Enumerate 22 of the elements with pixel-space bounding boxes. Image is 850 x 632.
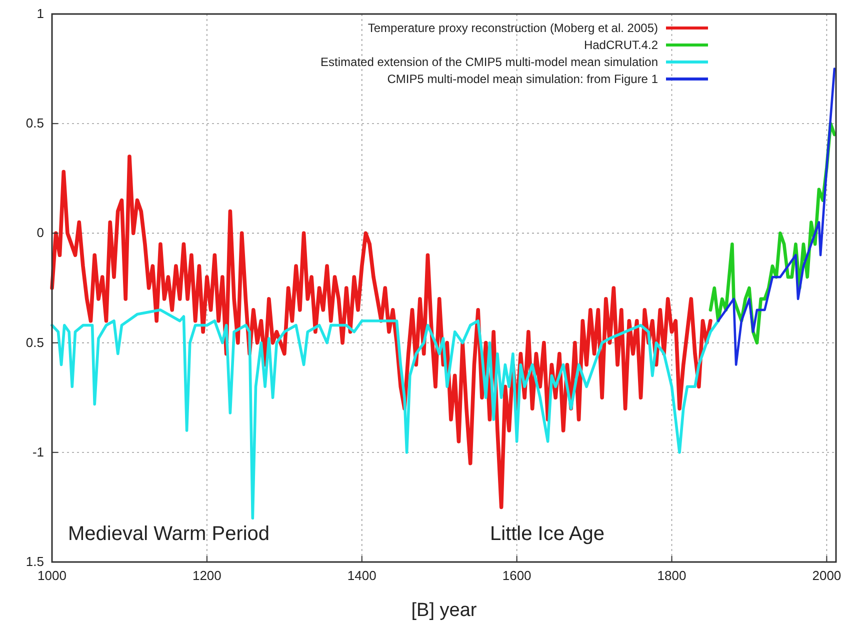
x-tick-label: 1800 bbox=[657, 568, 686, 583]
x-tick-label: 2000 bbox=[812, 568, 842, 583]
x-tick-label: 1000 bbox=[38, 568, 66, 583]
y-tick-label: 1.5 bbox=[26, 554, 44, 569]
annotation: Little Ice Age bbox=[490, 523, 605, 545]
line-series bbox=[717, 68, 836, 366]
legend-label: Estimated extension of the CMIP5 multi-model mean simulation bbox=[320, 55, 658, 69]
y-tick-label: 0.5 bbox=[26, 334, 44, 350]
line-series bbox=[50, 154, 712, 510]
line-series bbox=[50, 308, 720, 520]
annotation: Medieval Warm Period bbox=[68, 523, 270, 545]
legend-label: CMIP5 multi-model mean simulation: from Figure 1 bbox=[387, 72, 658, 86]
legend-label: HadCRUT.4.2 bbox=[584, 38, 658, 52]
x-tick-label: 1400 bbox=[347, 568, 376, 583]
x-tick-label: 1600 bbox=[502, 568, 532, 583]
legend-label: Temperature proxy reconstruction (Moberg et al. 2005) bbox=[368, 21, 658, 35]
x-tick-label: 1200 bbox=[192, 568, 222, 583]
y-tick-label: -1 bbox=[32, 444, 44, 460]
y-tick-label: 0 bbox=[36, 225, 44, 240]
x-axis-title: [B] year bbox=[411, 600, 478, 621]
y-tick-label: 0.5 bbox=[26, 116, 44, 131]
y-tick-label: 1 bbox=[36, 6, 44, 21]
